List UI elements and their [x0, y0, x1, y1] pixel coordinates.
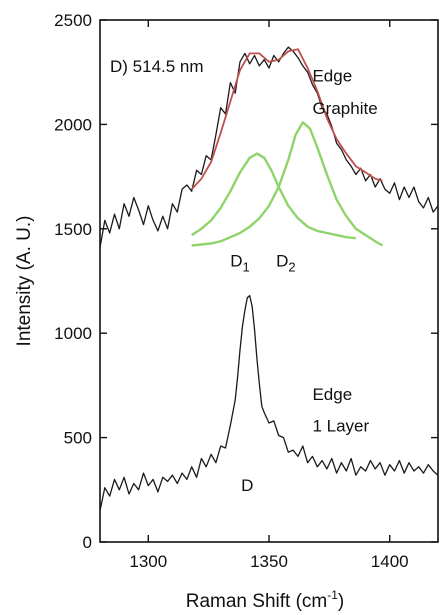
y-tick-label: 0: [83, 533, 92, 552]
y-tick-label: 1500: [54, 220, 92, 239]
x-axis-title-superscript: -1: [327, 588, 338, 602]
annotation-subscript: 2: [288, 259, 295, 274]
annotation-peak-d1: D1: [230, 251, 250, 274]
annotation-peak-d2: D2: [276, 251, 296, 274]
annotation-edge-graphite-1: Edge: [312, 67, 352, 86]
y-tick-label: 2000: [54, 115, 92, 134]
panel-label: D) 514.5 nm: [110, 57, 204, 76]
x-tick-label: 1400: [371, 552, 409, 571]
annotation-peak-d: D: [241, 476, 253, 495]
x-axis-title-close: ): [338, 591, 344, 612]
x-tick-label: 1300: [129, 552, 167, 571]
annotation-edge-layer-2: 1 Layer: [312, 416, 369, 435]
y-tick-label: 2500: [54, 11, 92, 30]
annotation-base: D: [276, 251, 288, 270]
x-axis-title: Raman Shift (cm-1): [186, 588, 344, 612]
annotation-base: D: [230, 251, 242, 270]
spectrum-line: [99, 46, 439, 248]
series-layer: [99, 46, 439, 511]
component-peak-line: [191, 152, 357, 240]
annotation-subscript: 1: [243, 259, 250, 274]
y-tick-label: 500: [64, 429, 92, 448]
component-peak-line: [191, 121, 384, 247]
spectrum-line: [99, 294, 439, 511]
fit-line: [191, 48, 383, 190]
annotation-edge-layer-1: Edge: [312, 385, 352, 404]
x-axis-title-main: Raman Shift (cm: [186, 591, 327, 612]
tick-layer: 0 500 1000 1500 2000 2500 1300 1350 1400: [54, 11, 438, 571]
x-tick-label: 1350: [250, 552, 288, 571]
annotation-edge-graphite-2: Graphite: [312, 99, 377, 118]
y-axis-title: Intensity (A. U.): [14, 216, 35, 347]
y-tick-label: 1000: [54, 324, 92, 343]
